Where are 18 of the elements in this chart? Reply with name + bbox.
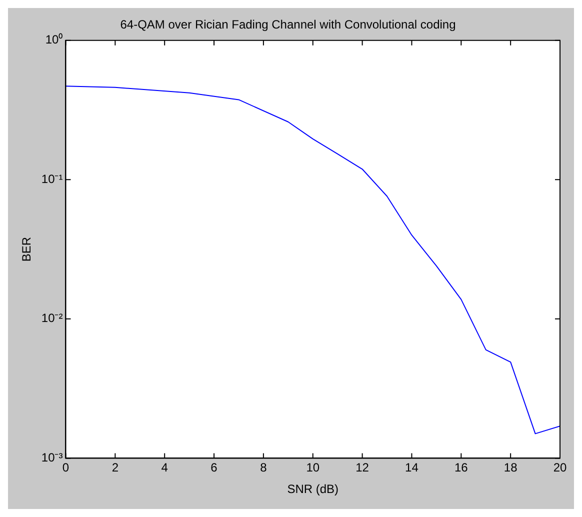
- x-tick-label: 2: [112, 460, 119, 475]
- x-tick-label: 20: [553, 460, 567, 475]
- y-tick-label: 10⁻¹: [41, 172, 63, 186]
- y-tick-label: 10⁻²: [41, 311, 63, 326]
- x-tick-label: 0: [62, 460, 70, 475]
- chart-title: 64-QAM over Rician Fading Channel with Convolutional coding: [120, 18, 456, 32]
- x-tick-label: 8: [260, 460, 268, 475]
- x-tick-label: 16: [454, 460, 468, 475]
- x-tick-label: 6: [210, 460, 218, 475]
- y-axis-title: BER: [20, 236, 34, 262]
- y-tick-label: 10⁻³: [41, 450, 63, 465]
- x-tick-label: 4: [161, 460, 168, 475]
- x-tick-label: 18: [504, 460, 518, 475]
- y-tick-label: 10⁰: [45, 32, 63, 47]
- x-tick-label: 12: [356, 460, 370, 475]
- x-axis-title: SNR (dB): [287, 482, 339, 496]
- x-tick-label: 10: [306, 460, 320, 475]
- x-tick-label: 14: [405, 460, 419, 475]
